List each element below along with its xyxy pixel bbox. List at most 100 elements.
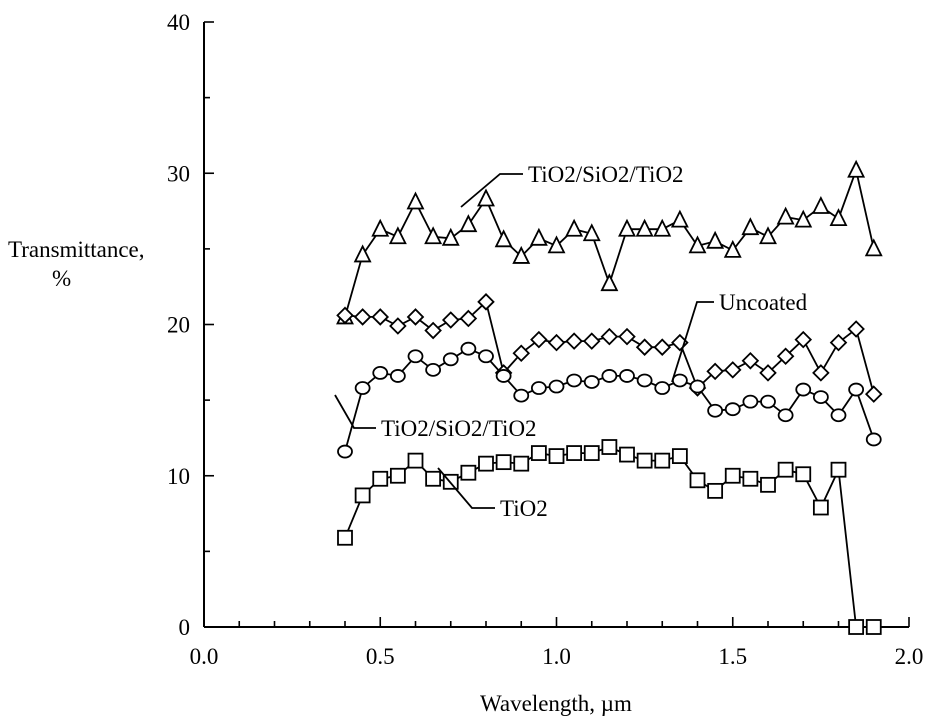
x-tick-label: 2.0 xyxy=(895,644,924,669)
triangle-point xyxy=(600,273,619,292)
annotation-layer: TiO2/SiO2/TiO2 Uncoated TiO2/SiO2/TiO2 TiO2 xyxy=(334,162,808,521)
diamond-point xyxy=(512,344,531,363)
diamond-point xyxy=(794,330,813,349)
diamond-point xyxy=(547,333,566,352)
triangle-point xyxy=(688,235,707,254)
diamond-point xyxy=(635,338,654,356)
triangle-point xyxy=(424,226,443,245)
square-point xyxy=(707,482,724,499)
y-tick-label: 30 xyxy=(167,161,190,186)
series-annotation-label: TiO2/SiO2/TiO2 xyxy=(381,416,537,441)
triangle-point xyxy=(811,196,830,214)
triangle-point xyxy=(723,239,742,258)
circle-point xyxy=(442,352,459,367)
square-point xyxy=(654,452,671,469)
circle-point xyxy=(654,381,671,395)
circle-point xyxy=(795,382,812,397)
circle-point xyxy=(337,444,353,459)
y-tick-label: 20 xyxy=(167,313,190,338)
triangle-point xyxy=(582,223,601,242)
square-point xyxy=(636,452,653,469)
square-point xyxy=(848,619,865,635)
circle-point xyxy=(636,373,653,388)
square-point xyxy=(478,455,494,472)
x-tick-label: 1.5 xyxy=(718,644,747,669)
circle-point xyxy=(848,382,865,397)
triangle-point xyxy=(864,238,883,257)
square-point xyxy=(795,466,812,483)
diamond-point xyxy=(741,352,760,370)
circle-point xyxy=(389,369,406,383)
square-point xyxy=(460,464,477,481)
diamond-point xyxy=(459,309,478,328)
circle-point xyxy=(460,341,477,356)
triangle-point xyxy=(512,245,531,264)
diamond-point xyxy=(371,308,390,326)
ticks xyxy=(203,21,910,628)
triangle-point xyxy=(388,226,407,245)
diamond-point xyxy=(424,321,442,340)
annotation-leader xyxy=(334,394,376,429)
circle-point xyxy=(478,349,494,364)
circle-point xyxy=(601,369,618,383)
x-tick-label: 0.0 xyxy=(190,644,219,669)
series-triangle xyxy=(336,159,883,325)
circle-point xyxy=(372,365,389,380)
circle-point xyxy=(707,403,724,418)
circle-point xyxy=(689,379,706,394)
series-line-square xyxy=(344,446,874,628)
annotation-leader xyxy=(671,301,714,383)
diamond-point xyxy=(864,385,883,403)
square-point xyxy=(671,448,688,464)
circle-point xyxy=(530,381,547,395)
annotation-leader xyxy=(437,467,495,509)
square-point xyxy=(760,476,776,493)
circle-point xyxy=(777,408,794,423)
square-point xyxy=(495,454,512,471)
circle-point xyxy=(425,362,442,377)
circle-point xyxy=(830,408,847,423)
y-axis-title-line2: % xyxy=(52,266,71,291)
circle-point xyxy=(407,349,424,364)
diamond-point xyxy=(618,327,636,346)
series-circle xyxy=(337,341,882,459)
triangle-point xyxy=(635,218,654,237)
square-point xyxy=(354,487,371,504)
diamond-point xyxy=(530,330,548,349)
square-point xyxy=(583,445,600,461)
x-tick-label: 1.0 xyxy=(542,644,571,669)
diamond-point xyxy=(565,332,583,350)
triangle-point xyxy=(494,229,513,248)
y-tick-label: 40 xyxy=(167,10,190,35)
triangle-point xyxy=(618,218,636,237)
diamond-point xyxy=(353,308,372,326)
circle-point xyxy=(513,388,530,403)
square-point xyxy=(548,448,565,464)
triangle-point xyxy=(776,206,795,225)
x-axis-title: Wavelength, µm xyxy=(480,691,632,716)
diamond-point xyxy=(829,333,848,352)
diamond-point xyxy=(776,347,795,366)
diamond-point xyxy=(477,293,495,311)
square-point xyxy=(689,472,706,489)
triangle-point xyxy=(406,191,425,210)
diamond-point xyxy=(406,308,425,326)
y-tick-label: 10 xyxy=(167,464,190,489)
diamond-point xyxy=(847,320,865,338)
circle-point xyxy=(619,369,635,383)
square-point xyxy=(830,461,847,478)
circle-point xyxy=(495,369,512,383)
annotation-leader xyxy=(460,173,523,208)
circle-point xyxy=(671,373,688,388)
square-point xyxy=(530,445,547,461)
circle-point xyxy=(724,402,741,417)
circle-point xyxy=(566,373,583,388)
square-point xyxy=(619,446,635,463)
square-point xyxy=(742,470,759,487)
diamond-point xyxy=(723,361,742,379)
triangle-point xyxy=(847,159,866,178)
y-axis-title-line1: Transmittance, xyxy=(8,237,145,262)
circle-point xyxy=(742,394,759,409)
triangle-point xyxy=(565,218,584,237)
